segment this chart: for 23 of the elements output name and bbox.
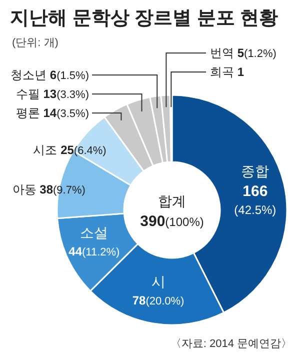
slice-label: 번역 (210, 46, 238, 60)
data-label: 25(6.4%) (60, 142, 106, 157)
slice-label: 아동 (12, 182, 40, 196)
data-label: 44(11.2%) (68, 244, 120, 258)
slice-label: 수필 (16, 87, 44, 101)
chart-subtitle: (단위: 개) (12, 37, 58, 49)
data-label: 13(3.3%) (43, 87, 89, 101)
data-label: 14(3.5%) (43, 106, 89, 120)
text: 〈자료: 2014 문예연감〉 (170, 338, 292, 350)
slice-label: 평론 (16, 106, 44, 120)
slice-label: 희곡 (210, 65, 238, 79)
data-label: 1 (237, 65, 244, 79)
slice-label: 시 (151, 273, 166, 290)
slice-label: 종합 (241, 163, 270, 180)
text: 합계 390(100%) (140, 193, 204, 230)
data-label: 78(20.0%) (132, 293, 184, 308)
data-label: 166(42.5%) (234, 183, 276, 218)
data-label: 6(1.5%) (50, 68, 89, 82)
data-label: 5(1.2%) (237, 46, 276, 60)
slice-label: 소설 (80, 224, 108, 240)
slice-label: 시조 (33, 142, 61, 157)
slice-label: 청소년 (10, 68, 50, 82)
chart-title: 지난해 문학상 장르별 분포 현황 (10, 8, 278, 29)
